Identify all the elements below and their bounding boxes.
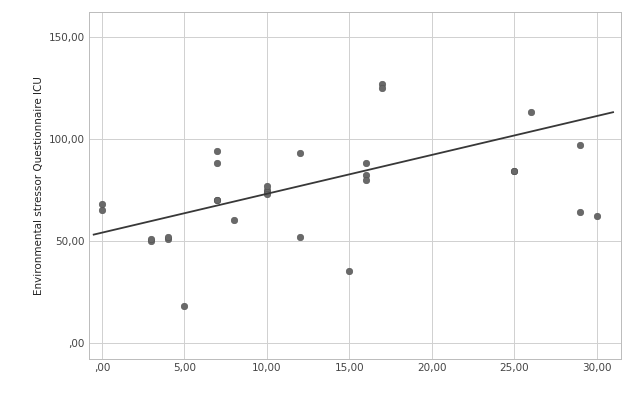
Point [262,188,272,195]
Point [526,109,536,115]
Point [592,213,602,220]
Point [361,172,371,179]
Point [509,168,519,175]
Point [97,207,107,213]
Point [509,168,519,175]
Y-axis label: Environmental stressor Questionnaire ICU: Environmental stressor Questionnaire ICU [34,76,44,295]
Point [344,268,354,275]
Point [212,148,223,154]
Point [295,233,305,240]
Point [212,197,223,203]
Point [262,186,272,193]
Point [146,235,157,242]
Point [575,142,585,148]
Point [179,303,190,309]
Point [361,176,371,183]
Point [212,197,223,203]
Point [377,84,387,91]
Point [146,237,157,244]
Point [97,201,107,207]
Point [377,80,387,87]
Point [163,233,173,240]
Point [262,182,272,189]
Point [212,160,223,166]
Point [262,191,272,197]
Point [361,160,371,166]
Point [163,235,173,242]
Point [229,217,239,224]
Point [295,150,305,156]
Point [575,209,585,215]
